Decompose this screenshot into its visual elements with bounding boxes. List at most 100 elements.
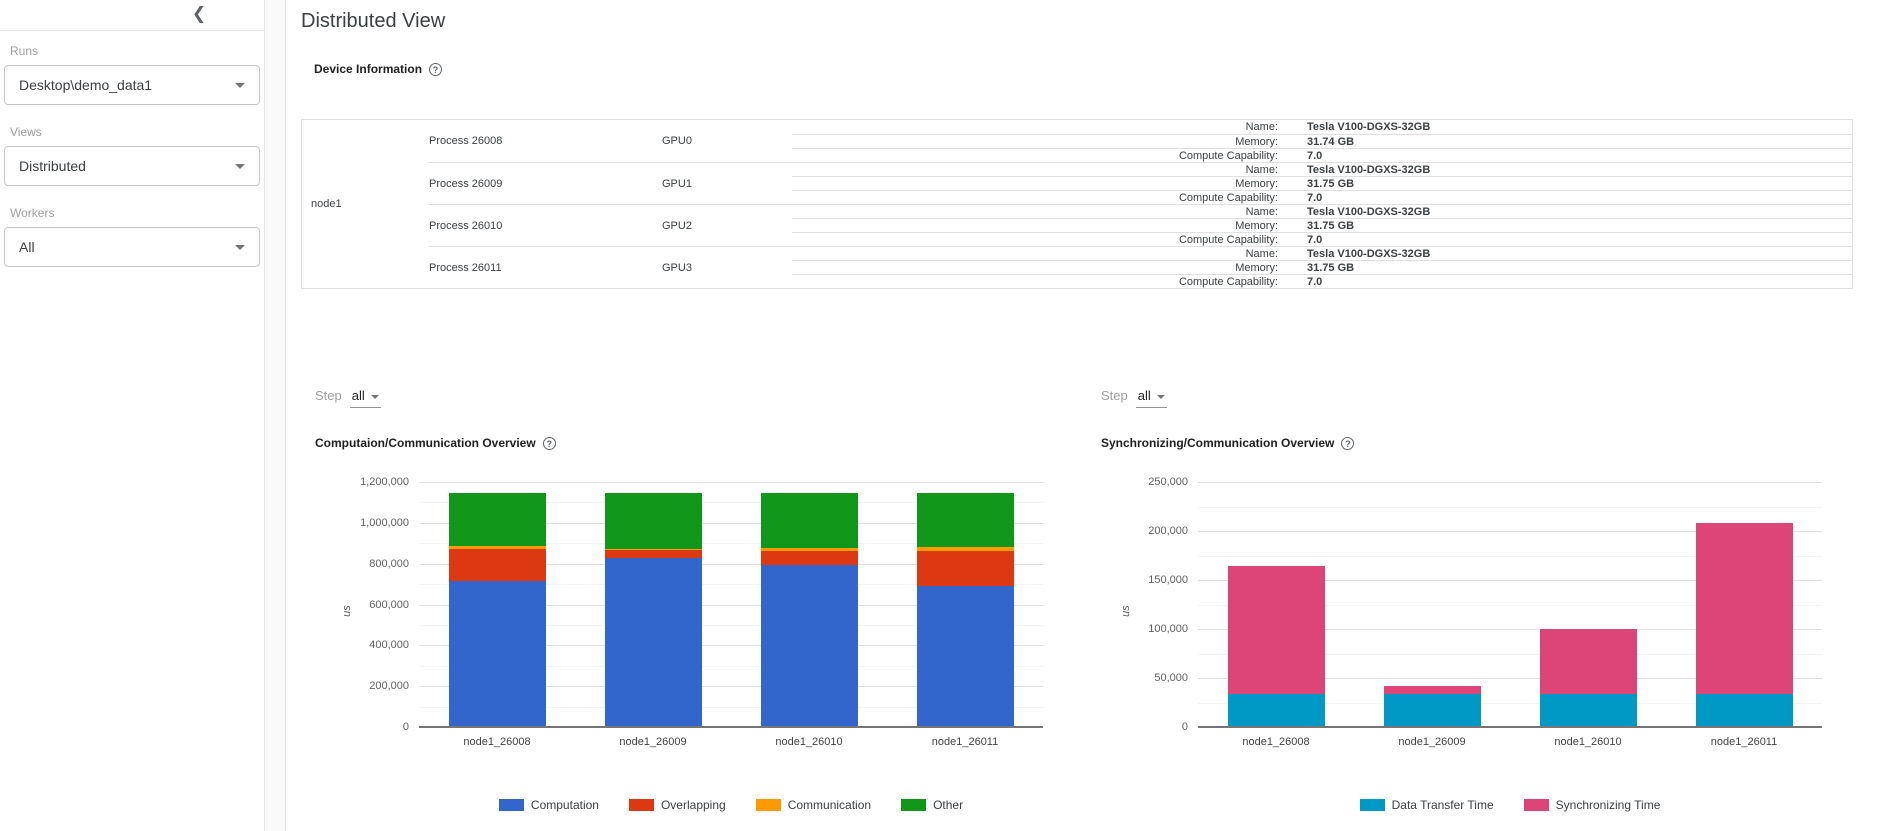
chart-computation-communication: Step all Computaion/Communication Overview… xyxy=(315,386,1075,831)
select-value: All xyxy=(19,239,35,255)
step-value-select[interactable]: all xyxy=(349,388,381,408)
sidebar-field-runs: Runs Desktop\demo_data1 xyxy=(0,44,264,105)
gridline xyxy=(1198,653,1822,655)
caret-down-icon xyxy=(235,163,245,169)
chevron-left-icon[interactable]: ❮ xyxy=(191,4,207,23)
y-axis-tick-label: 100,000 xyxy=(1148,623,1188,635)
chart-title: Computaion/Communication Overview? xyxy=(315,436,556,450)
y-axis-tick-label: 150,000 xyxy=(1148,574,1188,586)
chart-plot: 0 200,000 400,000 600,000 800,000 1,000,000 1,… xyxy=(341,476,1043,748)
legend-item: Synchronizing Time xyxy=(1523,798,1660,812)
field-label-workers: Workers xyxy=(10,206,55,220)
step-label: Step xyxy=(315,388,342,403)
detail-label: Memory: xyxy=(792,218,1294,232)
help-icon[interactable]: ? xyxy=(1341,436,1355,450)
gridline xyxy=(419,604,1043,606)
legend-swatch xyxy=(1523,799,1549,811)
gridline xyxy=(1198,604,1822,606)
select-value: Distributed xyxy=(19,158,86,174)
legend-label: Other xyxy=(933,798,964,812)
chart-plot: 0 50,000 100,000 150,000 200,000 250,000 node1… xyxy=(1120,476,1822,748)
sidebar-field-views: Views Distributed xyxy=(0,125,264,186)
field-label-views: Views xyxy=(10,125,42,139)
gridline xyxy=(419,706,1043,708)
detail-value: 31.75 GB xyxy=(1294,176,1852,190)
detail-label: Memory: xyxy=(792,134,1294,148)
gridline xyxy=(419,563,1043,565)
legend-swatch xyxy=(1359,799,1385,811)
gridline xyxy=(1198,702,1822,704)
gridline xyxy=(1198,629,1822,630)
gpu-cell: GPU3 xyxy=(662,246,792,288)
gridline xyxy=(1198,482,1822,483)
bar-segment-overlapping xyxy=(448,548,546,582)
chart-title: Synchronizing/Communication Overview? xyxy=(1101,436,1355,450)
gridline xyxy=(1198,531,1822,532)
main-panel: Distributed View Device Information ? no… xyxy=(285,0,1879,831)
bar-segment-computation xyxy=(760,565,858,727)
legend-swatch xyxy=(901,799,927,811)
caret-down-icon xyxy=(370,394,379,399)
detail-label: Name: xyxy=(792,204,1294,218)
x-axis-label: node1_26011 xyxy=(931,736,999,748)
detail-value: 7.0 xyxy=(1294,232,1852,246)
device-info-table: node1 Process 26008 GPU0 Name: Tesla V100-DG… xyxy=(301,119,1853,289)
y-axis-title: us xyxy=(1120,604,1132,617)
device-info-title: Device Information ? xyxy=(314,62,443,76)
caret-down-icon xyxy=(235,244,245,250)
step-value-select[interactable]: all xyxy=(1135,388,1167,408)
bar-segment-computation xyxy=(916,586,1014,727)
legend-label: Data Transfer Time xyxy=(1391,798,1494,812)
bar-segment-synchronizing-time xyxy=(1539,629,1637,694)
gpu-cell: GPU0 xyxy=(662,135,692,147)
chart-legend: Data Transfer Time Synchronizing Time xyxy=(1198,798,1822,812)
bar-segment-data-transfer-time xyxy=(1383,693,1481,727)
detail-value: Tesla V100-DGXS-32GB xyxy=(1294,162,1852,176)
x-axis-label: node1_26010 xyxy=(775,736,843,748)
sidebar: ❮ Runs Desktop\demo_data1 Views Distributed… xyxy=(0,0,265,831)
bar-segment-communication xyxy=(448,546,546,549)
bar-segment-data-transfer-time xyxy=(1695,693,1793,727)
bar-segment-data-transfer-time xyxy=(1227,693,1325,727)
legend-item: Overlapping xyxy=(628,798,726,812)
y-axis-tick-label: 1,200,000 xyxy=(360,476,409,488)
bar-segment-other xyxy=(604,493,702,549)
process-cell: Process 26009 xyxy=(429,162,662,204)
detail-value: 7.0 xyxy=(1294,274,1852,288)
bar-segment-communication xyxy=(604,548,702,551)
detail-label: Name: xyxy=(1245,121,1278,133)
bar-segment-overlapping xyxy=(604,550,702,558)
sidebar-field-workers: Workers All xyxy=(0,206,264,267)
bar-segment-overlapping xyxy=(916,551,1014,587)
detail-label: Compute Capability: xyxy=(792,232,1294,246)
detail-value: 31.75 GB xyxy=(1294,218,1852,232)
select-value: Desktop\demo_data1 xyxy=(19,77,153,93)
help-icon[interactable]: ? xyxy=(429,62,443,76)
y-axis-tick-label: 200,000 xyxy=(1148,525,1188,537)
y-axis-tick-label: 0 xyxy=(1181,721,1188,733)
bar-segment-communication xyxy=(760,548,858,552)
detail-label: Memory: xyxy=(792,260,1294,274)
bar-segment-computation xyxy=(604,557,702,727)
node-cell: node1 xyxy=(311,198,342,210)
help-icon[interactable]: ? xyxy=(542,436,556,450)
legend-swatch xyxy=(755,799,781,811)
legend-item: Communication xyxy=(755,798,871,812)
workers-select[interactable]: All xyxy=(4,227,260,267)
gridline xyxy=(419,645,1043,647)
detail-value: 31.74 GB xyxy=(1294,134,1852,148)
views-select[interactable]: Distributed xyxy=(4,146,260,186)
bar-segment-synchronizing-time xyxy=(1695,523,1793,694)
detail-label: Memory: xyxy=(792,176,1294,190)
chart-title-text: Computaion/Communication Overview xyxy=(315,436,536,450)
legend-item: Data Transfer Time xyxy=(1359,798,1494,812)
step-selector: Step all xyxy=(1101,388,1167,408)
x-axis-label: node1_26009 xyxy=(1398,736,1466,748)
bar-segment-communication xyxy=(916,547,1014,552)
chart-legend: Computation Overlapping Communication Other xyxy=(419,798,1043,812)
runs-select[interactable]: Desktop\demo_data1 xyxy=(4,65,260,105)
sidebar-header: ❮ xyxy=(0,0,264,31)
detail-value: 7.0 xyxy=(1294,190,1852,204)
y-axis-tick-label: 250,000 xyxy=(1148,476,1188,488)
y-axis-title: us xyxy=(341,604,353,617)
